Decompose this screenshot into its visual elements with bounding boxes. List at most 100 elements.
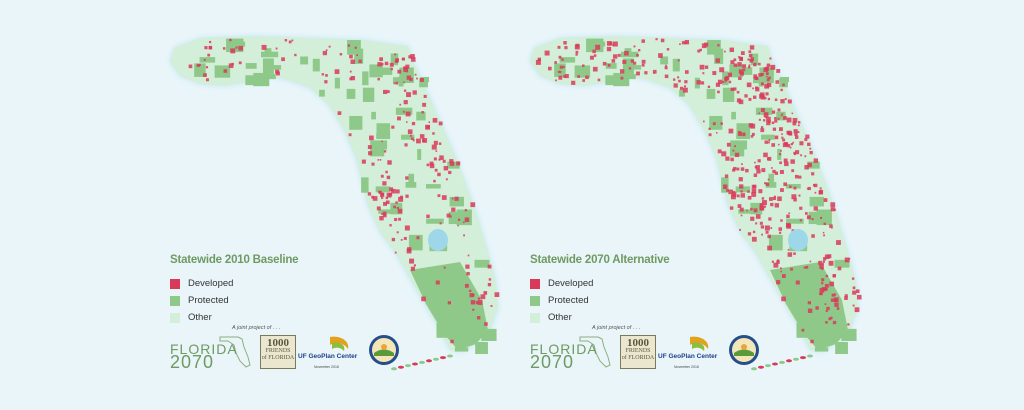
developed-patch xyxy=(738,56,741,59)
protected-patch xyxy=(786,218,804,224)
developed-patch xyxy=(403,89,407,92)
protected-patch xyxy=(245,75,260,86)
protected-patch xyxy=(752,77,767,84)
protected-patch xyxy=(574,65,591,78)
developed-patch xyxy=(759,203,764,207)
developed-patch xyxy=(772,127,777,131)
developed-patch xyxy=(739,207,744,212)
developed-patch xyxy=(445,178,448,181)
developed-patch xyxy=(844,257,850,263)
developed-patch xyxy=(409,258,415,264)
developed-patch xyxy=(758,112,760,115)
developed-patch xyxy=(322,50,328,56)
developed-patch xyxy=(443,266,446,269)
developed-patch xyxy=(665,64,667,67)
developed-patch xyxy=(488,278,492,281)
developed-patch xyxy=(786,214,790,219)
developed-patch xyxy=(789,146,792,149)
protected-patch xyxy=(622,74,636,80)
key-island xyxy=(800,356,806,360)
developed-patch xyxy=(790,267,793,271)
developed-patch xyxy=(637,48,641,52)
developed-patch xyxy=(750,207,753,211)
developed-patch xyxy=(804,212,808,215)
developed-patch xyxy=(748,64,751,67)
developed-patch xyxy=(348,133,352,137)
key-island xyxy=(398,365,404,369)
protected-patch xyxy=(730,140,748,150)
developed-patch xyxy=(780,99,785,104)
developed-patch xyxy=(704,65,709,69)
developed-patch xyxy=(389,62,394,67)
developed-patch xyxy=(774,135,779,140)
developed-patch xyxy=(575,50,579,54)
developed-patch xyxy=(457,224,459,227)
developed-patch xyxy=(413,264,416,267)
protected-patch xyxy=(401,134,415,140)
developed-patch xyxy=(704,42,709,47)
developed-patch xyxy=(442,159,446,163)
developed-patch xyxy=(774,171,779,175)
partner-credits: A joint project of . . . FLORIDA 2070 10… xyxy=(528,323,768,373)
protected-patch xyxy=(408,173,415,187)
developed-patch xyxy=(432,117,438,123)
developed-patch xyxy=(753,173,758,177)
developed-patch xyxy=(644,71,648,75)
protected-patch xyxy=(262,58,274,74)
developed-patch xyxy=(830,207,835,212)
developed-patch xyxy=(740,51,745,55)
developed-patch xyxy=(774,98,778,102)
developed-patch xyxy=(379,215,384,221)
developed-patch xyxy=(733,87,737,91)
protected-patch xyxy=(349,115,363,130)
developed-patch xyxy=(760,128,765,133)
geoplan-center-text: UF GeoPlan Center xyxy=(298,353,357,360)
protected-patch xyxy=(319,89,325,97)
developed-patch xyxy=(196,63,200,67)
developed-patch xyxy=(771,121,775,125)
year-2070: 2070 xyxy=(170,352,215,372)
developed-patch xyxy=(641,39,645,43)
developed-patch xyxy=(464,283,469,288)
legend-label: Protected xyxy=(188,295,229,306)
developed-patch xyxy=(752,230,756,234)
developed-patch xyxy=(737,204,742,208)
developed-patch xyxy=(471,293,475,297)
developed-patch xyxy=(666,48,670,51)
developed-patch xyxy=(404,143,408,147)
developed-patch xyxy=(754,166,757,169)
florida-2070-wordmark: FLORIDA 2070 xyxy=(170,342,238,372)
developed-patch xyxy=(753,208,758,213)
developed-patch xyxy=(750,135,754,138)
developed-patch xyxy=(819,189,824,194)
developed-patch xyxy=(826,306,830,311)
developed-patch xyxy=(760,82,764,86)
developed-patch xyxy=(421,296,426,302)
developed-patch xyxy=(403,81,405,84)
developed-patch xyxy=(824,287,827,291)
developed-patch xyxy=(757,159,761,163)
developed-patch xyxy=(419,134,425,139)
developed-patch xyxy=(852,304,855,307)
developed-patch xyxy=(764,140,768,144)
developed-patch xyxy=(797,131,800,134)
developed-areas xyxy=(188,38,500,344)
developed-patch xyxy=(813,183,818,188)
developed-patch xyxy=(356,54,359,57)
developed-patch xyxy=(773,262,779,268)
developed-patch xyxy=(751,188,757,193)
developed-patch xyxy=(377,77,380,81)
developed-patch xyxy=(397,69,402,74)
developed-patch xyxy=(745,168,749,173)
developed-patch xyxy=(760,225,764,229)
protected-patch xyxy=(370,140,388,150)
developed-patch xyxy=(779,169,784,175)
developed-patch xyxy=(382,211,387,216)
lake-okeechobee xyxy=(428,229,448,251)
developed-patch xyxy=(404,225,410,231)
developed-patch xyxy=(405,64,410,69)
developed-patch xyxy=(406,92,411,98)
developed-patch xyxy=(777,196,782,202)
developed-patch xyxy=(456,161,461,166)
protected-patch xyxy=(416,111,426,121)
